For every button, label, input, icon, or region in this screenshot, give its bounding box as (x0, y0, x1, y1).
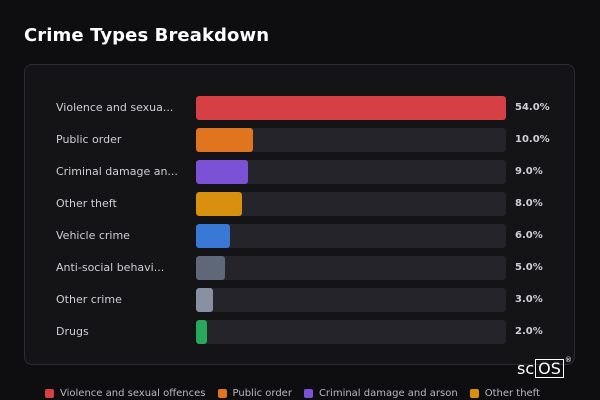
bar (196, 256, 225, 280)
bar-track (196, 192, 506, 216)
bar (196, 288, 214, 312)
bar (196, 320, 208, 344)
bar-track (196, 256, 506, 280)
category-label: Anti-social behavi... (56, 261, 165, 274)
bar-row: Criminal damage an... 9.0% (25, 160, 576, 184)
category-label: Other theft (56, 197, 117, 210)
legend-label: Other theft (484, 387, 540, 399)
bar-row: Drugs 2.0% (25, 320, 576, 344)
legend-swatch (217, 388, 227, 398)
bar (196, 160, 248, 184)
legend-item: Violence and sexual offences (45, 388, 206, 399)
bar-row: Public order 10.0% (25, 128, 576, 152)
legend-swatch (303, 388, 313, 398)
legend-swatch (469, 388, 479, 398)
bar-track (196, 128, 506, 152)
category-label: Violence and sexua... (56, 101, 174, 114)
category-label: Public order (56, 133, 122, 146)
value-label: 2.0% (515, 326, 543, 337)
bar-track (196, 224, 506, 248)
legend-label: Criminal damage and arson (318, 387, 458, 399)
bar (196, 128, 254, 152)
brand-logo: sc OS ® (517, 356, 572, 378)
brand-registered-mark: ® (564, 356, 572, 364)
bar-row: Other crime 3.0% (25, 288, 576, 312)
legend-item: Public order (217, 387, 292, 399)
category-label: Vehicle crime (56, 229, 130, 242)
category-label: Other crime (56, 293, 122, 306)
legend-item: Other theft (469, 387, 540, 399)
brand-text-a: sc (517, 358, 535, 378)
bar-row: Violence and sexua... 54.0% (25, 96, 576, 120)
brand-text-b: OS (535, 358, 564, 378)
bar-row: Other theft 8.0% (25, 192, 576, 216)
bar-track (196, 320, 506, 344)
legend-swatch (45, 388, 54, 398)
value-label: 10.0% (515, 134, 550, 145)
bar (196, 224, 231, 248)
category-label: Drugs (56, 325, 89, 338)
legend-item: Criminal damage and arson (303, 387, 458, 399)
bar-track (196, 96, 506, 120)
page-title: Crime Types Breakdown (24, 25, 270, 46)
bar-row: Anti-social behavi... 5.0% (25, 256, 576, 280)
bar (196, 192, 242, 216)
value-label: 5.0% (515, 262, 543, 273)
value-label: 9.0% (515, 166, 543, 177)
value-label: 54.0% (515, 102, 550, 113)
legend-label: Violence and sexual offences (60, 387, 206, 399)
bar (196, 96, 506, 120)
chart-card: Violence and sexua... 54.0% Public order 10… (24, 64, 575, 365)
value-label: 6.0% (515, 230, 543, 241)
legend-label: Public order (232, 387, 292, 399)
value-label: 3.0% (515, 294, 543, 305)
category-label: Criminal damage an... (56, 165, 178, 178)
value-label: 8.0% (515, 198, 543, 209)
bar-track (196, 160, 506, 184)
bar-track (196, 288, 506, 312)
chart-legend: Violence and sexual offences Public order… (45, 386, 552, 400)
bar-row: Vehicle crime 6.0% (25, 224, 576, 248)
